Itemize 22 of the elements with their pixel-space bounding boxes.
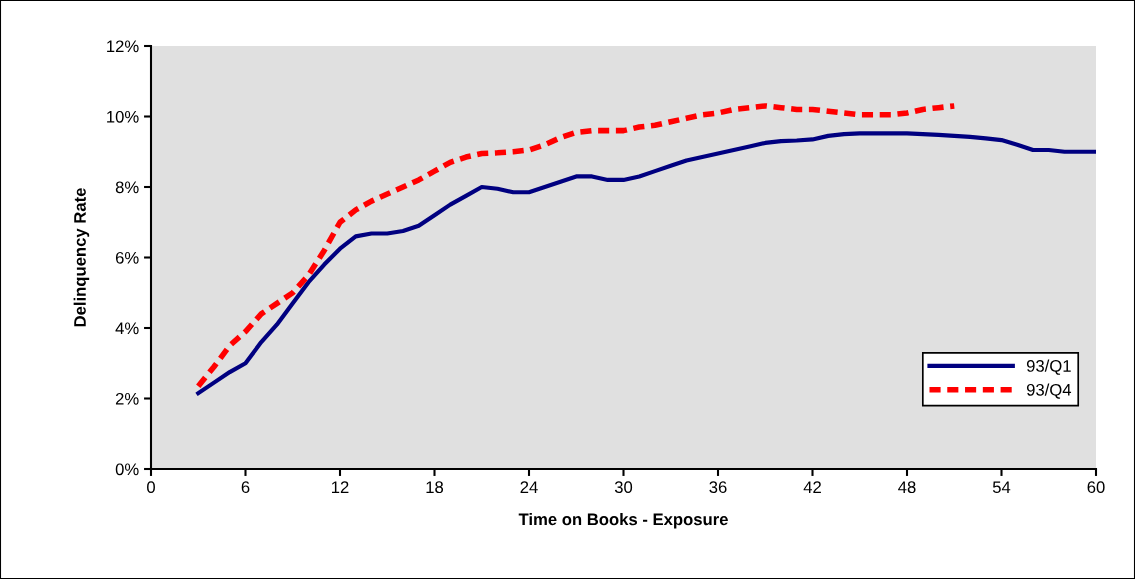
y-axis-title: Delinquency Rate (73, 188, 90, 327)
x-tick-label: 42 (803, 481, 821, 493)
legend-label: 93/Q1 (1026, 359, 1071, 375)
legend-label: 93/Q4 (1026, 383, 1072, 399)
x-tick-label: 12 (332, 481, 349, 493)
y-tick-label: 0% (115, 463, 139, 476)
x-tick-label: 0 (147, 481, 155, 494)
y-tick-label: 8% (115, 181, 139, 194)
y-tick-label: 2% (115, 392, 139, 405)
x-tick-label: 36 (709, 481, 727, 494)
x-tick-label: 24 (520, 481, 538, 493)
x-tick-label: 30 (614, 481, 633, 494)
y-tick-label: 10% (107, 110, 139, 123)
y-tick-label: 6% (115, 251, 139, 264)
y-tick-label: 12% (107, 40, 139, 53)
y-tick-label: 4% (115, 322, 139, 335)
x-tick-label: 60 (1087, 481, 1105, 494)
x-axis-title: Time on Books - Exposure (518, 513, 728, 529)
x-tick-label: 6 (241, 481, 250, 494)
x-tick-label: 54 (992, 481, 1011, 494)
x-tick-label: 48 (898, 481, 916, 494)
x-tick-label: 18 (426, 481, 444, 494)
